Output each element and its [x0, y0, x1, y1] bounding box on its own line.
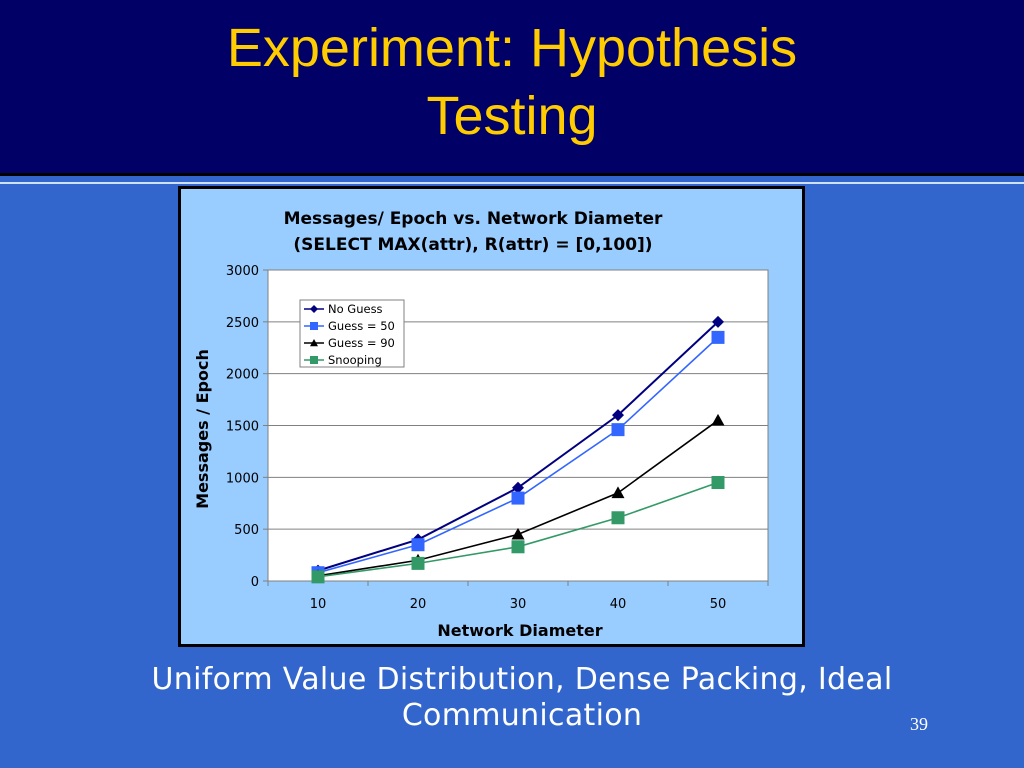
- line-chart: Messages/ Epoch vs. Network Diameter (SE…: [193, 209, 769, 640]
- data-point: [712, 315, 724, 328]
- legend-label: Guess = 90: [328, 336, 395, 350]
- legend-marker: [310, 356, 318, 364]
- data-point: [511, 527, 525, 540]
- slide-title-line1: Experiment: Hypothesis: [226, 18, 798, 78]
- x-tick-label: 10: [310, 597, 327, 612]
- chart-title-line1: Messages/ Epoch vs. Network Diameter: [284, 209, 663, 229]
- slide-title-line2: Testing: [426, 86, 598, 146]
- data-point: [411, 556, 425, 570]
- data-point: [612, 409, 624, 422]
- y-axis-label: Messages / Epoch: [193, 349, 212, 509]
- data-point: [512, 481, 524, 494]
- legend-label: Guess = 50: [328, 319, 395, 333]
- data-point: [611, 511, 625, 525]
- y-tick-label: 1500: [226, 420, 259, 435]
- chart-title-line2: (SELECT MAX(attr), R(attr) = [0,100]): [293, 235, 652, 255]
- data-point: [311, 570, 325, 584]
- y-tick-label: 0: [251, 575, 259, 590]
- header-divider: [0, 182, 1024, 184]
- y-tick-label: 3000: [226, 264, 259, 279]
- data-point: [711, 476, 725, 490]
- slide-title: Experiment: Hypothesis Testing: [0, 14, 1024, 150]
- y-tick-label: 2500: [226, 316, 259, 331]
- legend-label: No Guess: [328, 302, 383, 316]
- data-point: [711, 330, 725, 344]
- data-point: [511, 540, 525, 554]
- y-tick-label: 2000: [226, 368, 259, 383]
- legend-marker: [310, 305, 318, 313]
- data-point: [411, 538, 425, 552]
- data-point: [611, 486, 625, 499]
- x-axis-label: Network Diameter: [437, 621, 602, 640]
- page-number: 39: [910, 714, 928, 734]
- legend: [299, 299, 405, 368]
- data-point: [511, 491, 525, 505]
- x-tick-label: 40: [610, 597, 627, 612]
- y-tick-label: 1000: [226, 471, 259, 486]
- subtitle-line2: Communication: [401, 698, 643, 733]
- x-tick-label: 30: [510, 597, 527, 612]
- legend-label: Snooping: [328, 353, 382, 367]
- slide-subtitle: Uniform Value Distribution, Dense Packin…: [0, 662, 1024, 734]
- header-band: [0, 0, 1024, 176]
- chart-container: Messages/ Epoch vs. Network Diameter (SE…: [178, 186, 805, 647]
- legend-marker: [310, 322, 318, 330]
- y-tick-label: 500: [234, 523, 259, 538]
- data-point: [711, 413, 725, 426]
- x-tick-label: 20: [410, 597, 427, 612]
- legend-marker: [310, 339, 318, 347]
- x-tick-label: 50: [710, 597, 727, 612]
- subtitle-line1: Uniform Value Distribution, Dense Packin…: [151, 662, 893, 697]
- data-point: [611, 423, 625, 437]
